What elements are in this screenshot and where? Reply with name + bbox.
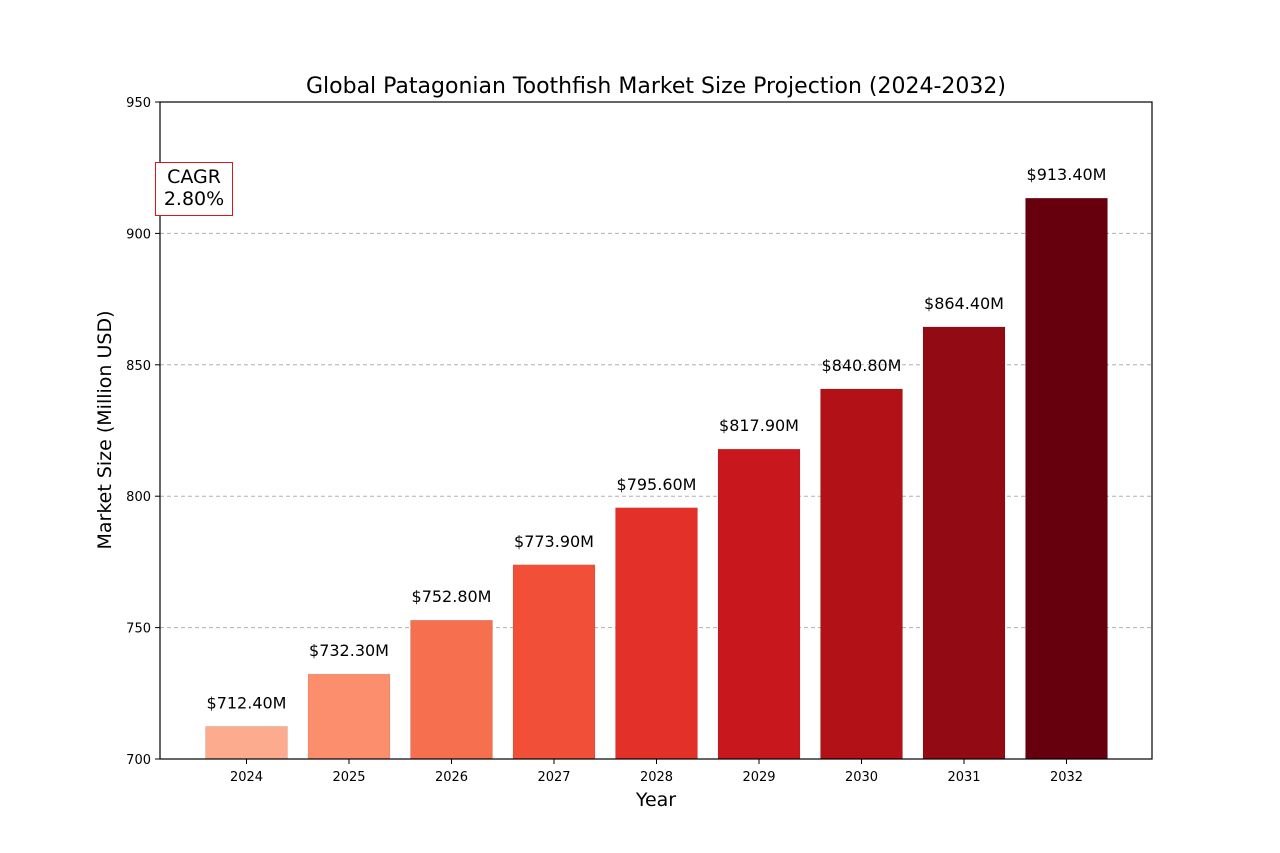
x-tick-label: 2031 xyxy=(947,770,980,785)
x-tick-label: 2026 xyxy=(435,770,468,785)
cagr-value: 2.80% xyxy=(163,188,225,210)
bar-2030 xyxy=(820,388,903,760)
data-label-2032: $913.40M xyxy=(1027,165,1107,184)
x-tick-label: 2028 xyxy=(640,770,673,785)
y-tick-label: 850 xyxy=(126,359,151,374)
bar-2028 xyxy=(615,507,698,760)
y-tick-label: 800 xyxy=(126,490,151,505)
data-label-2028: $795.60M xyxy=(617,475,697,494)
bar-2027 xyxy=(512,564,596,760)
y-tick-label: 750 xyxy=(126,622,151,637)
cagr-annotation: CAGR 2.80% xyxy=(155,162,233,216)
y-axis-label: Market Size (Million USD) xyxy=(94,310,116,549)
bar-2029 xyxy=(717,448,801,760)
x-tick-label: 2024 xyxy=(230,770,263,785)
bar-2031 xyxy=(922,326,1006,760)
x-tick-label: 2032 xyxy=(1050,770,1083,785)
x-axis-ticks: 2024 2025 2026 2027 2028 2029 2030 2031 2032 xyxy=(230,759,1083,785)
y-tick-label: 700 xyxy=(126,753,151,768)
bar-2026 xyxy=(410,619,493,760)
x-tick-label: 2027 xyxy=(537,770,570,785)
bar-2032 xyxy=(1025,197,1108,760)
y-axis-ticks: 700 750 800 850 900 950 xyxy=(126,96,160,768)
data-labels: $712.40M $732.30M $752.80M $773.90M $795.60M… xyxy=(207,165,1107,712)
bar-2025 xyxy=(307,673,391,760)
data-label-2029: $817.90M xyxy=(719,416,799,435)
x-tick-label: 2029 xyxy=(742,770,775,785)
bar-2024 xyxy=(205,726,288,760)
cagr-label: CAGR xyxy=(167,166,221,188)
chart-title: Global Patagonian Toothfish Market Size … xyxy=(306,74,1006,99)
data-label-2031: $864.40M xyxy=(924,294,1004,313)
x-tick-label: 2025 xyxy=(332,770,365,785)
data-label-2030: $840.80M xyxy=(822,356,902,375)
x-tick-label: 2030 xyxy=(845,770,878,785)
data-label-2024: $712.40M xyxy=(207,693,287,712)
y-tick-label: 950 xyxy=(126,96,151,111)
x-axis-label: Year xyxy=(635,789,676,811)
bar-series xyxy=(205,197,1108,760)
y-tick-label: 900 xyxy=(126,227,151,242)
data-label-2025: $732.30M xyxy=(309,641,389,660)
data-label-2026: $752.80M xyxy=(412,587,492,606)
data-label-2027: $773.90M xyxy=(514,532,594,551)
